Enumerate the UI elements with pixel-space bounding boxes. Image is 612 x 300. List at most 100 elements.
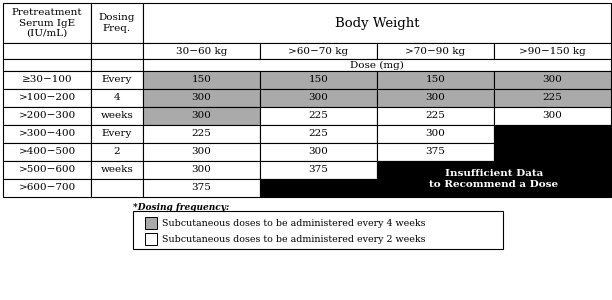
Text: >500−600: >500−600: [18, 166, 76, 175]
Bar: [494, 43, 611, 59]
Bar: [143, 107, 260, 125]
Text: >90−150 kg: >90−150 kg: [519, 46, 586, 56]
Bar: [260, 161, 377, 179]
Text: 375: 375: [192, 184, 211, 193]
Bar: [494, 161, 611, 179]
Bar: [143, 125, 260, 143]
Text: Subcutaneous doses to be administered every 2 weeks: Subcutaneous doses to be administered ev…: [162, 235, 425, 244]
Text: weeks: weeks: [100, 166, 133, 175]
Bar: [494, 89, 611, 107]
Text: 375: 375: [425, 148, 446, 157]
Bar: [91, 107, 143, 125]
Bar: [377, 161, 494, 179]
Bar: [91, 125, 143, 143]
Text: 300: 300: [543, 76, 562, 85]
Text: Subcutaneous doses to be administered every 4 weeks: Subcutaneous doses to be administered ev…: [162, 218, 425, 227]
Text: 300: 300: [543, 112, 562, 121]
Text: >100−200: >100−200: [18, 94, 76, 103]
Text: 150: 150: [192, 76, 211, 85]
Bar: [91, 43, 143, 59]
Text: 375: 375: [308, 166, 329, 175]
Bar: [494, 71, 611, 89]
Bar: [3, 3, 91, 43]
Text: ≥30−100: ≥30−100: [21, 76, 72, 85]
Text: Every: Every: [102, 76, 132, 85]
Bar: [3, 107, 91, 125]
Bar: [3, 179, 91, 197]
Bar: [91, 89, 143, 107]
Text: 225: 225: [543, 94, 562, 103]
Bar: [143, 3, 611, 43]
Text: 225: 225: [192, 130, 211, 139]
Bar: [494, 143, 611, 161]
Bar: [143, 143, 260, 161]
Text: 300: 300: [192, 112, 211, 121]
Text: >200−300: >200−300: [18, 112, 76, 121]
Text: >60−70 kg: >60−70 kg: [288, 46, 349, 56]
Text: 225: 225: [308, 112, 329, 121]
Bar: [260, 125, 377, 143]
Bar: [377, 71, 494, 89]
Bar: [260, 179, 377, 197]
Text: 300: 300: [192, 148, 211, 157]
Text: 2: 2: [114, 148, 121, 157]
Text: 225: 225: [308, 130, 329, 139]
Bar: [260, 71, 377, 89]
Bar: [3, 43, 91, 59]
Bar: [494, 107, 611, 125]
Text: 300: 300: [308, 94, 329, 103]
Bar: [260, 43, 377, 59]
Bar: [3, 143, 91, 161]
Text: 30−60 kg: 30−60 kg: [176, 46, 227, 56]
Bar: [377, 179, 494, 197]
Bar: [91, 179, 143, 197]
Text: >70−90 kg: >70−90 kg: [405, 46, 466, 56]
Text: >600−700: >600−700: [18, 184, 76, 193]
Text: >400−500: >400−500: [18, 148, 76, 157]
Text: Body Weight: Body Weight: [335, 16, 419, 29]
Text: 225: 225: [425, 112, 446, 121]
Bar: [145, 217, 157, 229]
Text: 300: 300: [425, 94, 446, 103]
Bar: [3, 71, 91, 89]
Bar: [377, 89, 494, 107]
Bar: [377, 107, 494, 125]
Bar: [143, 43, 260, 59]
Bar: [3, 89, 91, 107]
Bar: [143, 161, 260, 179]
Bar: [377, 143, 494, 161]
Bar: [145, 233, 157, 245]
Bar: [143, 59, 611, 71]
Bar: [143, 89, 260, 107]
Text: 300: 300: [192, 166, 211, 175]
Bar: [91, 161, 143, 179]
Bar: [143, 71, 260, 89]
Bar: [91, 59, 143, 71]
Text: Pretreatment
Serum IgE
(IU/mL): Pretreatment Serum IgE (IU/mL): [12, 8, 82, 38]
Bar: [260, 89, 377, 107]
Bar: [91, 143, 143, 161]
Bar: [377, 125, 494, 143]
Text: *Dosing frequency:: *Dosing frequency:: [133, 203, 230, 212]
Bar: [260, 143, 377, 161]
Bar: [91, 3, 143, 43]
Text: >300−400: >300−400: [18, 130, 76, 139]
Bar: [260, 107, 377, 125]
Text: Dose (mg): Dose (mg): [350, 60, 404, 70]
Text: 150: 150: [308, 76, 329, 85]
Text: 300: 300: [192, 94, 211, 103]
Text: 300: 300: [425, 130, 446, 139]
Text: 4: 4: [114, 94, 121, 103]
Bar: [143, 179, 260, 197]
Bar: [133, 211, 503, 249]
Bar: [3, 59, 91, 71]
Text: Every: Every: [102, 130, 132, 139]
Text: Dosing
Freq.: Dosing Freq.: [99, 13, 135, 33]
Text: 300: 300: [308, 148, 329, 157]
Bar: [494, 125, 611, 143]
Text: Insufficient Data
to Recommend a Dose: Insufficient Data to Recommend a Dose: [430, 169, 559, 189]
Text: 150: 150: [425, 76, 446, 85]
Text: weeks: weeks: [100, 112, 133, 121]
Bar: [494, 179, 611, 197]
Bar: [3, 125, 91, 143]
